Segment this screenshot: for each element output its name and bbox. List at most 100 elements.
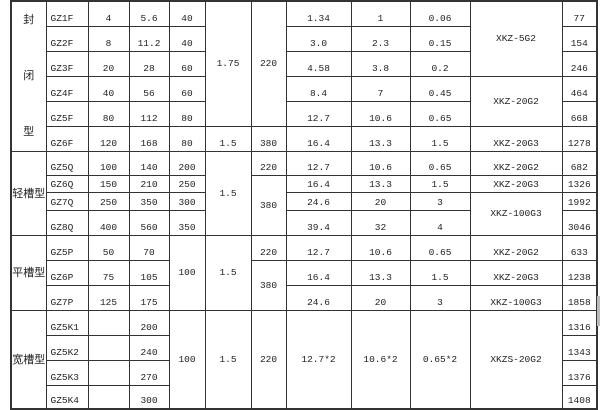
value-cell: 3 xyxy=(409,284,471,311)
value-cell: 0.65 xyxy=(409,234,471,261)
value-cell: 633 xyxy=(561,234,598,261)
value-cell: 16.4 xyxy=(285,174,352,193)
value-cell: 24.6 xyxy=(285,284,352,311)
value-cell: 380 xyxy=(250,125,287,152)
value-cell: 80 xyxy=(168,100,206,127)
model-cell: GZ3F xyxy=(45,50,89,77)
value-cell: 8.4 xyxy=(285,75,352,102)
value-cell: 4.58 xyxy=(285,50,352,77)
value-cell: 50 xyxy=(87,234,130,261)
value-cell xyxy=(87,384,130,410)
value-cell: 16.4 xyxy=(285,259,352,286)
model-cell: GZ5K1 xyxy=(45,309,89,336)
model-cell: GZ1F xyxy=(45,0,89,27)
value-cell: 1278 xyxy=(561,125,598,152)
value-cell: 1.5 xyxy=(204,234,252,311)
value-cell: XKZS-20G2 xyxy=(469,309,563,410)
value-cell: 140 xyxy=(128,150,170,176)
value-cell: XKZ-20G3 xyxy=(469,125,563,152)
value-cell: 220 xyxy=(250,0,287,127)
value-cell: 0.65*2 xyxy=(409,309,471,410)
value-cell: 10.6 xyxy=(350,234,411,261)
value-cell: 3.0 xyxy=(285,25,352,52)
value-cell: 380 xyxy=(250,259,287,311)
value-cell: 682 xyxy=(561,150,598,176)
value-cell: 39.4 xyxy=(285,209,352,236)
value-cell: 7 xyxy=(350,75,411,102)
value-cell: 100 xyxy=(87,150,130,176)
table-row: GZ3F 20 28 60 4.58 3.8 0.2 246 xyxy=(11,50,598,77)
model-cell: GZ5Q xyxy=(45,150,89,176)
value-cell: 0.65 xyxy=(409,100,471,127)
value-cell: 220 xyxy=(250,309,287,410)
value-cell: 77 xyxy=(561,0,598,27)
value-cell: 40 xyxy=(168,0,206,27)
value-cell: 12.7 xyxy=(285,150,352,176)
value-cell: 105 xyxy=(128,259,170,286)
model-cell: GZ7Q xyxy=(45,191,89,211)
value-cell: 1408 xyxy=(561,384,598,410)
value-cell: 250 xyxy=(168,174,206,193)
value-cell: XKZ-20G2 xyxy=(469,234,563,261)
value-cell: 0.2 xyxy=(409,50,471,77)
value-cell: 70 xyxy=(128,234,170,261)
table-row: GZ8Q 400 560 350 39.4 32 4 3046 xyxy=(11,209,598,236)
type-cell: 平槽型 xyxy=(10,234,47,311)
value-cell: 246 xyxy=(561,50,598,77)
value-cell: 28 xyxy=(128,50,170,77)
value-cell: 1.5 xyxy=(204,309,252,410)
value-cell: 300 xyxy=(168,191,206,211)
value-cell: 4 xyxy=(409,209,471,236)
type-cell: 轻槽型 xyxy=(10,150,47,236)
model-cell: GZ7P xyxy=(45,284,89,311)
value-cell: 100 xyxy=(168,234,206,311)
value-cell: XKZ-5G2 xyxy=(469,0,563,77)
value-cell: 0.45 xyxy=(409,75,471,102)
model-cell: GZ5K3 xyxy=(45,359,89,386)
value-cell: 100 xyxy=(168,309,206,410)
value-cell: 40 xyxy=(168,25,206,52)
value-cell: 380 xyxy=(250,174,287,236)
value-cell: 350 xyxy=(168,209,206,236)
value-cell: 1.5 xyxy=(409,174,471,193)
value-cell: 125 xyxy=(87,284,130,311)
spec-table: 封 闭 型 GZ1F 4 5.6 40 1.75 220 1.34 1 0.06 XKZ-5G2 77… xyxy=(10,0,598,410)
value-cell: 4 xyxy=(87,0,130,27)
model-cell: GZ5F xyxy=(45,100,89,127)
value-cell: 120 xyxy=(87,125,130,152)
value-cell: 560 xyxy=(128,209,170,236)
value-cell: 11.2 xyxy=(128,25,170,52)
value-cell xyxy=(87,359,130,386)
value-cell: 10.6*2 xyxy=(350,309,411,410)
value-cell: 240 xyxy=(128,334,170,361)
value-cell: XKZ-20G3 xyxy=(469,174,563,193)
type-cell: 宽槽型 xyxy=(10,309,47,410)
table-row: GZ5K2 240 1343 xyxy=(11,334,598,361)
value-cell: 3.8 xyxy=(350,50,411,77)
value-cell: 175 xyxy=(128,284,170,311)
table-row: GZ6Q 150 210 250 380 16.4 13.3 1.5 XKZ-20G3 1326 xyxy=(11,174,598,236)
value-cell: 20 xyxy=(350,284,411,311)
table-row: GZ2F 8 11.2 40 3.0 2.3 0.15 154 xyxy=(11,25,598,52)
value-cell xyxy=(87,334,130,361)
model-cell: GZ6F xyxy=(45,125,89,152)
value-cell: 2.3 xyxy=(350,25,411,52)
value-cell: 1.34 xyxy=(285,0,352,27)
value-cell: 56 xyxy=(128,75,170,102)
value-cell: 13.3 xyxy=(350,125,411,152)
model-cell: GZ4F xyxy=(45,75,89,102)
value-cell: 1.5 xyxy=(409,259,471,286)
table-row: GZ4F 40 56 60 8.4 7 0.45 XKZ-20G2 464 xyxy=(11,75,598,127)
value-cell: 1376 xyxy=(561,359,598,386)
value-cell: 300 xyxy=(128,384,170,410)
table-row: GZ6P 75 105 380 16.4 13.3 1.5 XKZ-20G3 1238 xyxy=(11,259,598,311)
value-cell: 3046 xyxy=(561,209,598,236)
value-cell: XKZ-20G2 xyxy=(469,75,563,127)
model-cell: GZ5P xyxy=(45,234,89,261)
value-cell: 12.7 xyxy=(285,234,352,261)
value-cell: 10.6 xyxy=(350,150,411,176)
table-row: 封 闭 型 GZ1F 4 5.6 40 1.75 220 1.34 1 0.06 XKZ-5G2 77 xyxy=(10,0,598,152)
table-row: GZ7Q 250 350 300 24.6 20 3 XKZ-100G3 1992 xyxy=(11,191,598,236)
value-cell: 80 xyxy=(168,125,206,152)
value-cell: 154 xyxy=(561,25,598,52)
